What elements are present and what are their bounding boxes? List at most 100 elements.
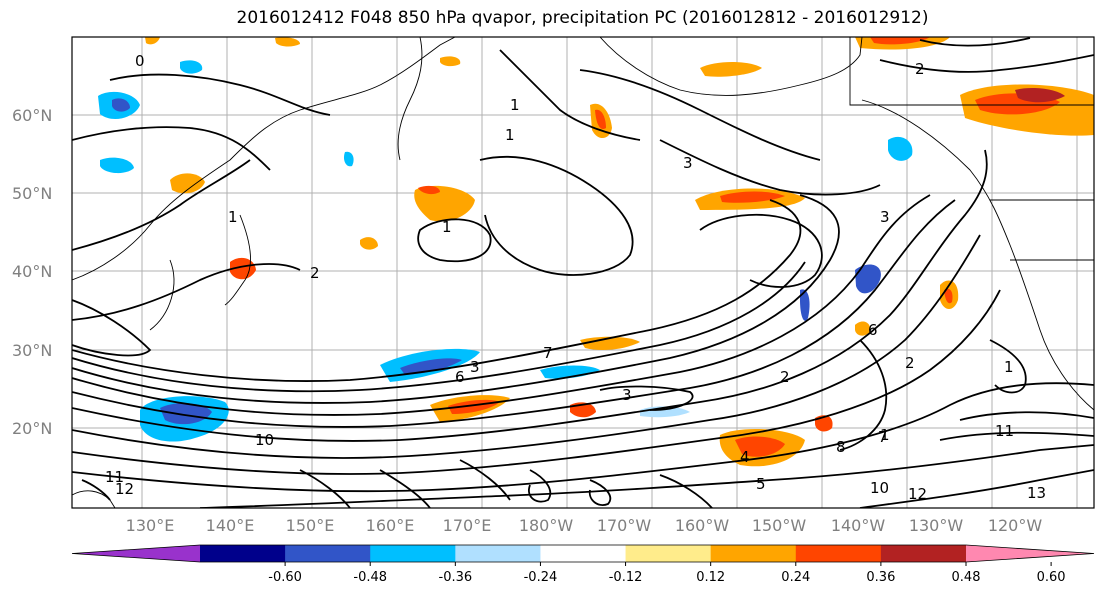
negative-patch bbox=[343, 151, 354, 167]
latitude-labels: 60°N 50°N 40°N 30°N 20°N bbox=[12, 106, 52, 438]
colorbar-segment bbox=[370, 545, 456, 562]
negative-patch bbox=[400, 358, 462, 375]
lon-label-180w: 180°W bbox=[519, 516, 574, 535]
colorbar-tick-label: 0.60 bbox=[1037, 570, 1066, 585]
negative-patch bbox=[888, 136, 913, 161]
contour-label: 2 bbox=[780, 368, 790, 386]
colorbar-segment bbox=[625, 545, 712, 562]
colorbar-tick-label: 0.48 bbox=[952, 570, 981, 585]
lon-label-120w: 120°W bbox=[988, 516, 1043, 535]
contour-label: 4 bbox=[740, 448, 750, 466]
colorbar-tick-label: -0.48 bbox=[353, 570, 387, 585]
contour-label: 3 bbox=[470, 358, 480, 376]
contour-label: 1 bbox=[505, 126, 515, 144]
colorbar-tick-label: -0.60 bbox=[268, 570, 302, 585]
contour-label: 7 bbox=[878, 428, 888, 446]
contour-label: 0 bbox=[135, 52, 145, 70]
positive-patch bbox=[700, 62, 762, 77]
colorbar-segment bbox=[880, 545, 967, 562]
negative-patch bbox=[100, 157, 134, 174]
coastlines bbox=[72, 37, 1094, 508]
contour-label: 11 bbox=[995, 422, 1014, 440]
lon-label-130w: 130°W bbox=[909, 516, 964, 535]
lat-label-50n: 50°N bbox=[12, 184, 52, 203]
contour-label: 5 bbox=[756, 475, 766, 493]
positive-patch bbox=[720, 191, 785, 203]
negative-patch bbox=[160, 403, 212, 425]
positive-patch bbox=[870, 37, 930, 45]
lon-label-170w: 170°W bbox=[597, 516, 652, 535]
positive-patch bbox=[855, 321, 871, 336]
contour-label: 13 bbox=[1027, 484, 1046, 502]
positive-patch bbox=[230, 257, 256, 280]
colorbar-segment bbox=[200, 545, 286, 562]
lat-label-30n: 30°N bbox=[12, 341, 52, 360]
negative-patch bbox=[540, 365, 600, 379]
positive-patch bbox=[418, 185, 440, 195]
positive-patch bbox=[275, 37, 300, 47]
colorbar-extend-min bbox=[72, 545, 200, 562]
map-background bbox=[72, 37, 1094, 508]
positive-patch bbox=[145, 37, 160, 45]
colorbar: -0.60 -0.48 -0.36 -0.24 -0.12 0.12 0.24 0.36 0.4… bbox=[71, 544, 1095, 585]
contour-label: 3 bbox=[683, 154, 693, 172]
positive-patch bbox=[360, 237, 378, 250]
positive-patch bbox=[944, 288, 953, 304]
positive-patch bbox=[170, 173, 205, 194]
negative-patch bbox=[180, 60, 203, 74]
colorbar-segment bbox=[455, 545, 541, 562]
negative-patch bbox=[800, 289, 810, 321]
precip-anomaly-patches bbox=[98, 37, 1094, 467]
colorbar-tick-label: 0.36 bbox=[866, 570, 895, 585]
lon-label-160e: 160°E bbox=[366, 516, 415, 535]
map-frame bbox=[71, 36, 1095, 509]
qvapor-contours bbox=[72, 37, 1094, 508]
positive-patch bbox=[414, 185, 475, 222]
contour-label: 12 bbox=[908, 485, 927, 503]
colorbar-tick-label: -0.12 bbox=[609, 570, 643, 585]
contour-label: 3 bbox=[880, 208, 890, 226]
lon-label-150e: 150°E bbox=[286, 516, 335, 535]
lon-label-140w: 140°W bbox=[831, 516, 886, 535]
contour-label: 1 bbox=[228, 208, 238, 226]
lon-label-150w: 150°W bbox=[752, 516, 807, 535]
lat-label-60n: 60°N bbox=[12, 106, 52, 125]
contour-label: 1 bbox=[880, 426, 890, 444]
contour-label: 10 bbox=[255, 431, 274, 449]
lon-label-160w: 160°W bbox=[675, 516, 730, 535]
positive-patch bbox=[1015, 88, 1065, 103]
positive-patch bbox=[440, 56, 461, 67]
lon-label-130e: 130°E bbox=[126, 516, 175, 535]
contour-label: 6 bbox=[868, 321, 878, 339]
contour-label: 1 bbox=[442, 218, 452, 236]
contour-label: 3 bbox=[622, 386, 632, 404]
contour-label: 8 bbox=[836, 438, 846, 456]
contour-label: 12 bbox=[115, 480, 134, 498]
colorbar-segment bbox=[540, 545, 627, 562]
positive-patch bbox=[595, 109, 606, 130]
contour-label: 1 bbox=[1004, 358, 1014, 376]
contour-label: 10 bbox=[870, 479, 889, 497]
map-title: 2016012412 F048 850 hPa qvapor, precipit… bbox=[236, 8, 929, 28]
colorbar-tick-label: 0.12 bbox=[696, 570, 725, 585]
contour-label: 2 bbox=[915, 60, 925, 78]
positive-patch bbox=[580, 336, 640, 350]
lon-label-140e: 140°E bbox=[206, 516, 255, 535]
negative-patch bbox=[112, 98, 130, 112]
longitude-labels: 130°E 140°E 150°E 160°E 170°E 180°W 170°… bbox=[126, 516, 1043, 535]
negative-patch bbox=[855, 264, 881, 294]
colorbar-segment bbox=[710, 545, 797, 562]
colorbar-segment bbox=[285, 545, 371, 562]
contour-label: 2 bbox=[310, 264, 320, 282]
colorbar-extend-max bbox=[966, 545, 1094, 562]
contour-label: 2 bbox=[905, 354, 915, 372]
lon-label-170e: 170°E bbox=[443, 516, 492, 535]
contour-label: 6 bbox=[455, 368, 465, 386]
lat-label-20n: 20°N bbox=[12, 419, 52, 438]
contour-label: 11 bbox=[105, 468, 124, 486]
colorbar-outline bbox=[71, 544, 1095, 563]
colorbar-tick-label: 0.24 bbox=[781, 570, 810, 585]
positive-patch bbox=[735, 436, 785, 457]
colorbar-tick-label: -0.24 bbox=[524, 570, 558, 585]
